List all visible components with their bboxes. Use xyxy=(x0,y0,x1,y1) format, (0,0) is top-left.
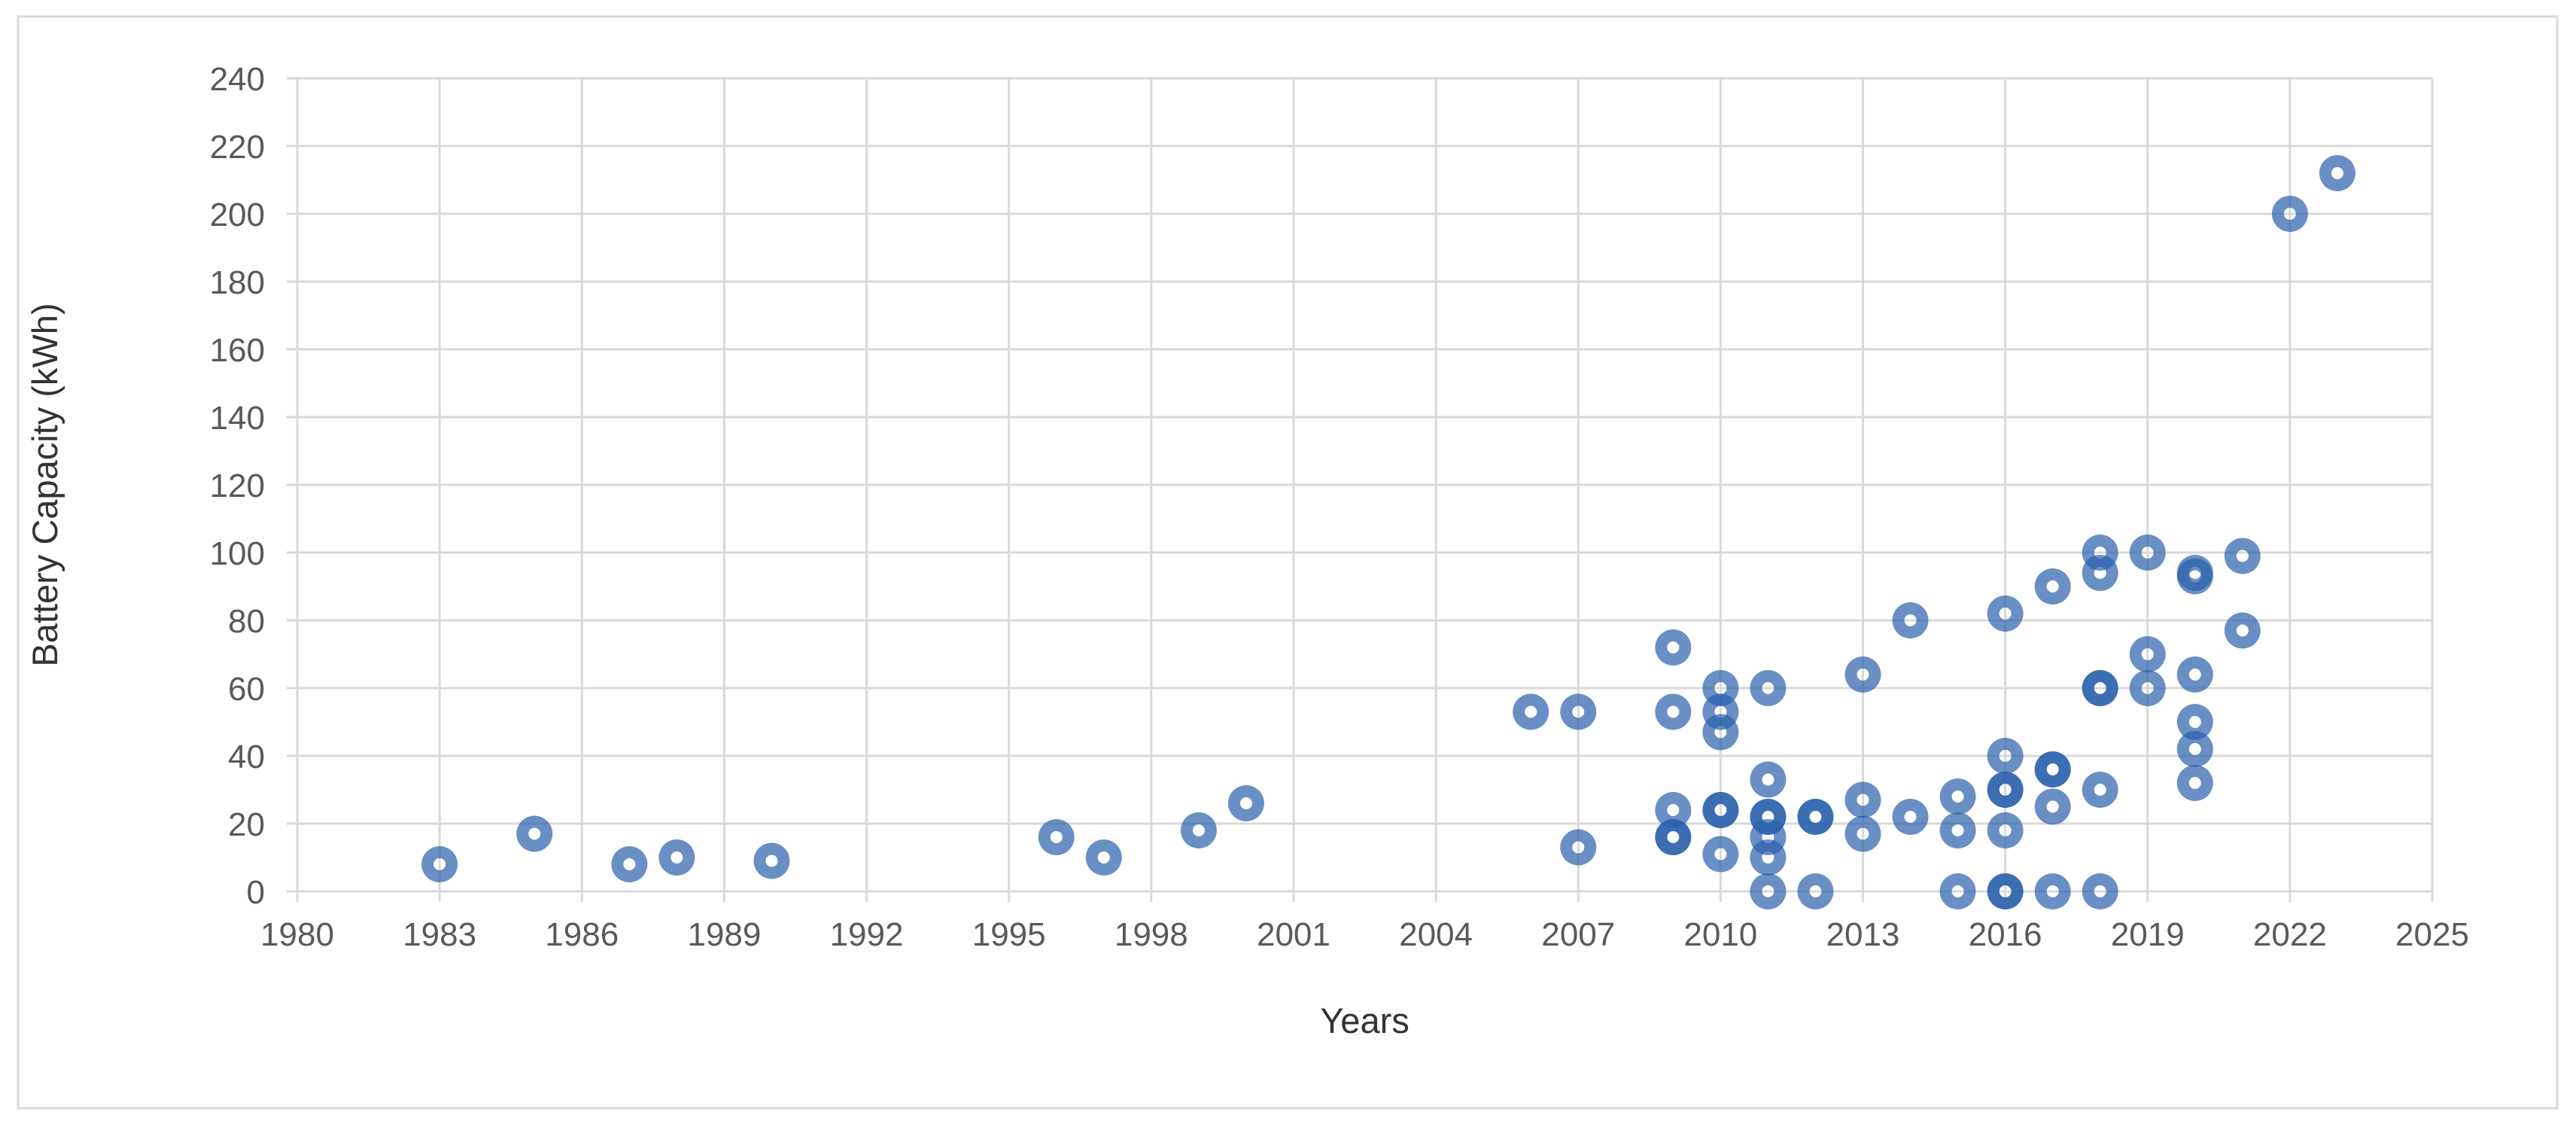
axis-tick-marks xyxy=(287,77,2434,902)
data-point-marker xyxy=(2224,538,2261,574)
data-point-marker xyxy=(1560,693,1597,730)
data-point-marker xyxy=(1939,873,1976,909)
y-tick-label: 40 xyxy=(228,739,265,775)
data-point-marker xyxy=(1987,738,2024,774)
data-point-marker xyxy=(1845,656,1881,693)
data-point-marker xyxy=(2082,772,2118,808)
gridlines xyxy=(296,77,2434,893)
data-point-marker xyxy=(1750,873,1787,909)
x-tick-label: 2025 xyxy=(2395,916,2469,953)
data-point-marker xyxy=(1702,714,1739,751)
data-point-marker xyxy=(2034,568,2071,605)
data-point-marker xyxy=(1845,815,1881,852)
data-point-marker xyxy=(2176,765,2213,801)
y-tick-label: 240 xyxy=(210,61,265,98)
data-point-marker xyxy=(1702,836,1739,873)
y-axis-title: Battery Capacity (kWh) xyxy=(25,303,65,666)
data-point-marker xyxy=(1939,812,1976,848)
data-point-marker xyxy=(611,846,648,882)
x-tick-label: 1998 xyxy=(1115,916,1188,953)
x-tick-label: 1986 xyxy=(545,916,619,953)
data-point-marker xyxy=(1750,761,1787,798)
data-point-marker xyxy=(1987,812,2024,848)
y-axis-tick-labels: 0 20 40 60 80 100 120 140 160 180 200 220 240 xyxy=(210,61,265,911)
data-point-marker xyxy=(1655,693,1692,730)
data-point-marker xyxy=(2034,751,2071,787)
data-point-marker xyxy=(1655,819,1692,855)
y-tick-label: 140 xyxy=(210,400,265,437)
data-point-marker xyxy=(2176,558,2213,595)
data-point-marker xyxy=(1892,799,1929,835)
x-axis-title: Years xyxy=(1320,1001,1409,1040)
data-point-marker xyxy=(1987,772,2024,808)
y-tick-label: 0 xyxy=(247,874,265,911)
x-tick-label: 2007 xyxy=(1541,916,1615,953)
y-tick-label: 180 xyxy=(210,264,265,301)
x-tick-label: 2019 xyxy=(2111,916,2185,953)
data-point-marker xyxy=(1797,799,1834,835)
x-tick-label: 1995 xyxy=(972,916,1046,953)
data-point-marker xyxy=(1655,629,1692,666)
data-point-marker xyxy=(2082,670,2118,707)
data-point-marker xyxy=(658,839,695,876)
y-tick-label: 200 xyxy=(210,196,265,233)
data-point-marker xyxy=(2129,636,2166,673)
data-point-marker xyxy=(1655,792,1692,828)
data-point-marker xyxy=(2176,731,2213,768)
data-point-marker xyxy=(1750,839,1787,876)
data-point-marker xyxy=(2176,704,2213,741)
data-point-marker xyxy=(2129,670,2166,707)
data-point-marker xyxy=(1513,693,1550,730)
data-point-marker xyxy=(2034,873,2071,909)
data-point-marker xyxy=(2082,555,2118,592)
data-point-marker xyxy=(1987,873,2024,909)
x-tick-label: 2004 xyxy=(1399,916,1473,953)
data-point-marker xyxy=(2176,656,2213,693)
data-point-marker xyxy=(421,846,458,882)
data-point-marker xyxy=(1038,819,1075,855)
y-tick-label: 60 xyxy=(228,671,265,708)
x-tick-label: 2013 xyxy=(1826,916,1900,953)
y-tick-label: 100 xyxy=(210,535,265,572)
data-point-marker xyxy=(2082,873,2118,909)
data-point-marker xyxy=(1702,792,1739,828)
x-tick-label: 1989 xyxy=(687,916,761,953)
data-point-marker xyxy=(2034,788,2071,825)
data-point-marker xyxy=(1750,670,1787,707)
x-tick-label: 1992 xyxy=(830,916,904,953)
data-point-marker xyxy=(2271,196,2308,232)
data-point-marker xyxy=(1939,778,1976,815)
x-tick-label: 2010 xyxy=(1683,916,1757,953)
data-point-marker xyxy=(753,842,790,879)
x-tick-label: 1980 xyxy=(260,916,334,953)
x-tick-label: 1983 xyxy=(403,916,476,953)
data-point-marker xyxy=(1797,873,1834,909)
scatter-points xyxy=(421,155,2356,909)
data-point-marker xyxy=(1845,781,1881,818)
data-point-marker xyxy=(1560,829,1597,866)
x-axis-tick-labels: 1980 1983 1986 1989 1992 1995 1998 2001 2004 2007… xyxy=(260,916,2469,953)
data-point-marker xyxy=(516,815,553,852)
x-tick-label: 2016 xyxy=(1969,916,2042,953)
data-point-marker xyxy=(1085,839,1122,876)
y-tick-label: 220 xyxy=(210,129,265,166)
data-point-marker xyxy=(1892,602,1929,639)
data-point-marker xyxy=(1227,785,1264,821)
y-tick-label: 160 xyxy=(210,332,265,369)
data-point-marker xyxy=(2129,535,2166,571)
chart-border xyxy=(17,15,2559,1110)
data-point-marker xyxy=(2319,155,2356,192)
y-tick-label: 80 xyxy=(228,603,265,640)
x-tick-label: 2001 xyxy=(1257,916,1331,953)
data-point-marker xyxy=(2224,612,2261,649)
y-tick-label: 20 xyxy=(228,806,265,843)
x-tick-label: 2022 xyxy=(2253,916,2327,953)
data-point-marker xyxy=(1180,812,1217,848)
data-point-marker xyxy=(1987,595,2024,632)
y-tick-label: 120 xyxy=(210,468,265,504)
